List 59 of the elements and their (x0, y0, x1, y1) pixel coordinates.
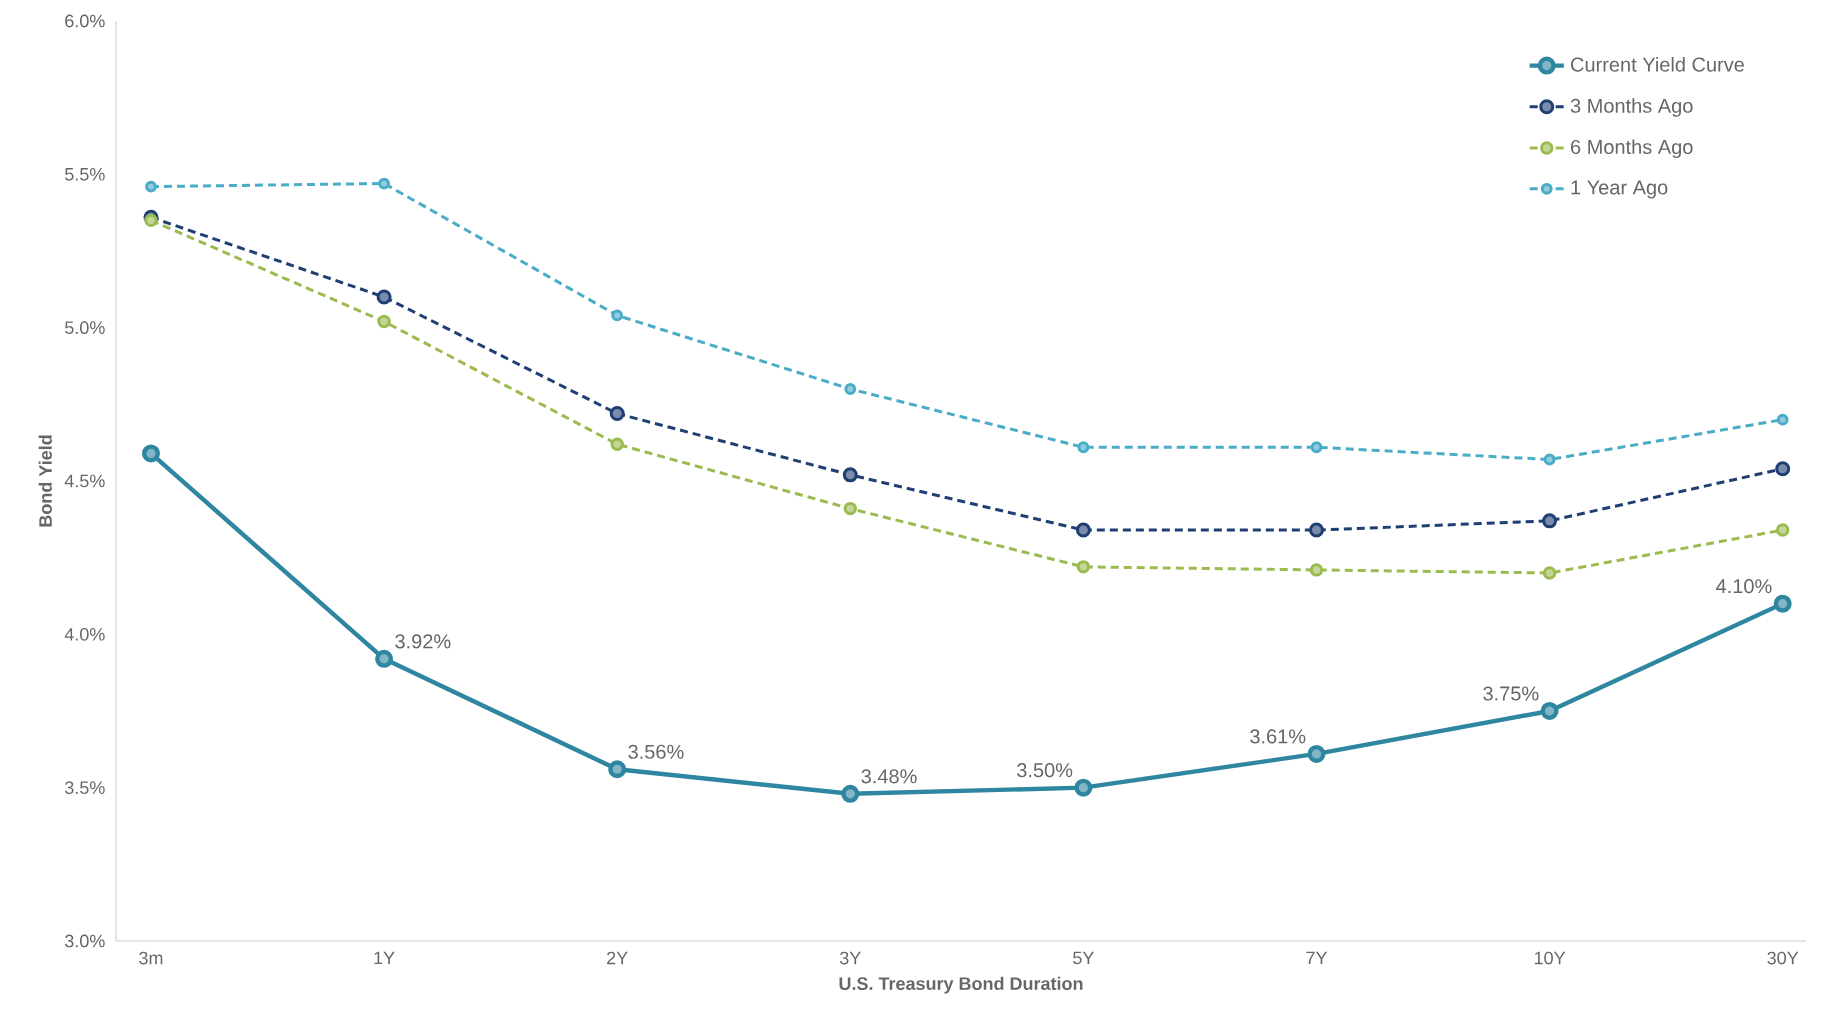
x-tick-label: 3m (139, 951, 163, 965)
y-tick-label: 4.5% (64, 474, 105, 488)
point (1075, 522, 1091, 538)
point (375, 649, 394, 668)
point (1310, 441, 1323, 454)
data-label: 3.61% (1250, 729, 1306, 744)
point (377, 314, 391, 329)
point (1776, 413, 1789, 426)
x-tick-label: 10Y (1534, 951, 1566, 965)
point (1309, 563, 1324, 577)
point (611, 309, 624, 322)
x-tick-label: 3Y (839, 951, 861, 965)
point (144, 213, 158, 228)
y-tick-label: 4.0% (64, 627, 105, 641)
legend-label: 1 Year Ago (1571, 180, 1668, 199)
data-label: 3.56% (628, 744, 684, 759)
x-tick-label: 2Y (607, 951, 628, 965)
point (378, 177, 390, 190)
x-tick-label: 5Y (1073, 951, 1094, 965)
point (145, 180, 157, 193)
y-axis-title: Bond Yield (38, 435, 52, 527)
y-tick-label: 5.5% (65, 168, 105, 181)
y-tick-label: 3.5% (65, 781, 105, 795)
point (1542, 513, 1558, 529)
legend-label: 3 Months Ago (1570, 98, 1693, 117)
point (844, 383, 857, 395)
point (1775, 523, 1790, 537)
point (608, 760, 627, 779)
point (1540, 701, 1559, 720)
point (1308, 522, 1324, 538)
point (609, 406, 625, 422)
point (1307, 744, 1326, 763)
y-tick-label: 6.0% (65, 14, 105, 28)
point (376, 289, 392, 305)
data-label: 3.48% (861, 769, 917, 784)
data-label: 3.75% (1483, 686, 1539, 701)
point (610, 437, 624, 451)
legend-label: Current Yield Curve (1571, 56, 1744, 72)
point (1074, 778, 1093, 797)
x-axis-title: U.S. Treasury Bond Duration (839, 976, 1083, 994)
point (841, 784, 860, 803)
point (1076, 560, 1091, 574)
point (1773, 594, 1792, 613)
point (1543, 453, 1556, 466)
data-label: 4.10% (1716, 579, 1772, 594)
point (141, 444, 160, 463)
point (1077, 441, 1090, 454)
legend-label: 6 Months Ago (1571, 139, 1693, 159)
x-tick-label: 1Y (374, 951, 395, 965)
data-label: 3.92% (395, 634, 451, 649)
point (843, 501, 857, 516)
point (842, 467, 858, 483)
y-tick-label: 3.0% (65, 934, 105, 948)
point (1542, 566, 1557, 580)
y-tick-label: 5.0% (65, 321, 105, 335)
data-label: 3.50% (1017, 763, 1073, 778)
point (1775, 461, 1791, 477)
x-tick-label: 30Y (1767, 951, 1799, 965)
x-tick-label: 7Y (1306, 951, 1328, 965)
